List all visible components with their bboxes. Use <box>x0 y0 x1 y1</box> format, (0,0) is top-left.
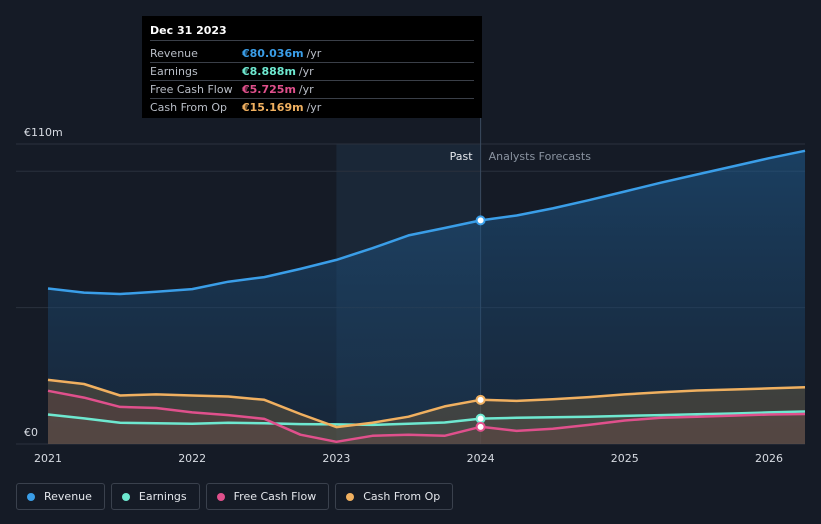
data-point-free-cash-flow <box>475 421 486 432</box>
legend: Revenue Earnings Free Cash Flow Cash Fro… <box>16 483 454 510</box>
legend-label: Earnings <box>138 490 187 503</box>
x-tick-label: 2022 <box>178 452 206 465</box>
y-tick-label: €0 <box>24 426 38 439</box>
forecast-label: Analysts Forecasts <box>489 150 592 163</box>
tooltip-value: €5.725m <box>242 83 296 96</box>
tooltip-label: Earnings <box>150 65 198 78</box>
area-earnings <box>48 411 805 444</box>
tooltip-unit: /yr <box>306 47 322 60</box>
legend-item-cash-from-op[interactable]: Cash From Op <box>335 483 454 510</box>
tooltip-label: Revenue <box>150 47 198 60</box>
tooltip-value: €15.169m <box>242 101 304 114</box>
tooltip-unit: /yr <box>298 65 314 78</box>
tooltip-row-cash-from-op: Cash From Op €15.169m /yr <box>150 99 474 116</box>
past-label: Past <box>450 150 474 163</box>
data-point-cash-from-op <box>475 394 486 405</box>
x-tick-label: 2025 <box>611 452 639 465</box>
legend-item-earnings[interactable]: Earnings <box>110 483 200 510</box>
tooltip-value: €8.888m <box>242 65 296 78</box>
area-revenue <box>48 150 805 445</box>
legend-dot-icon <box>216 492 225 501</box>
tooltip-label: Free Cash Flow <box>150 83 233 96</box>
tooltip-row-earnings: Earnings €8.888m /yr <box>150 63 474 81</box>
legend-label: Revenue <box>44 490 92 503</box>
series-line-cash-from-op <box>47 378 806 429</box>
legend-dot-icon <box>27 492 35 501</box>
data-point-earnings <box>475 413 486 424</box>
tooltip-label: Cash From Op <box>150 101 228 114</box>
x-tick-label: 2021 <box>34 452 62 465</box>
series-line-revenue <box>47 149 806 296</box>
tooltip-date: Dec 31 2023 <box>150 24 474 41</box>
x-tick-label: 2023 <box>322 452 350 465</box>
x-tick-label: 2026 <box>755 452 783 465</box>
legend-label: Cash From Op <box>363 490 441 503</box>
tooltip: Dec 31 2023 Revenue €80.036m /yr Earning… <box>142 16 482 118</box>
legend-label: Free Cash Flow <box>233 490 317 503</box>
legend-item-free-cash-flow[interactable]: Free Cash Flow <box>205 483 330 510</box>
legend-dot-icon <box>121 492 130 501</box>
x-tick-label: 2024 <box>467 452 495 465</box>
data-point-revenue <box>475 215 486 226</box>
series-line-free-cash-flow <box>47 389 806 444</box>
series-line-earnings <box>47 410 806 427</box>
legend-dot-icon <box>346 492 355 501</box>
area-free-cash-flow <box>48 390 805 444</box>
tooltip-row-revenue: Revenue €80.036m /yr <box>150 45 474 63</box>
tooltip-row-free-cash-flow: Free Cash Flow €5.725m /yr <box>150 81 474 99</box>
tooltip-unit: /yr <box>298 83 314 96</box>
tooltip-unit: /yr <box>306 101 322 114</box>
y-tick-label: €110m <box>24 126 63 139</box>
legend-item-revenue[interactable]: Revenue <box>16 483 105 510</box>
tooltip-value: €80.036m <box>242 47 304 60</box>
